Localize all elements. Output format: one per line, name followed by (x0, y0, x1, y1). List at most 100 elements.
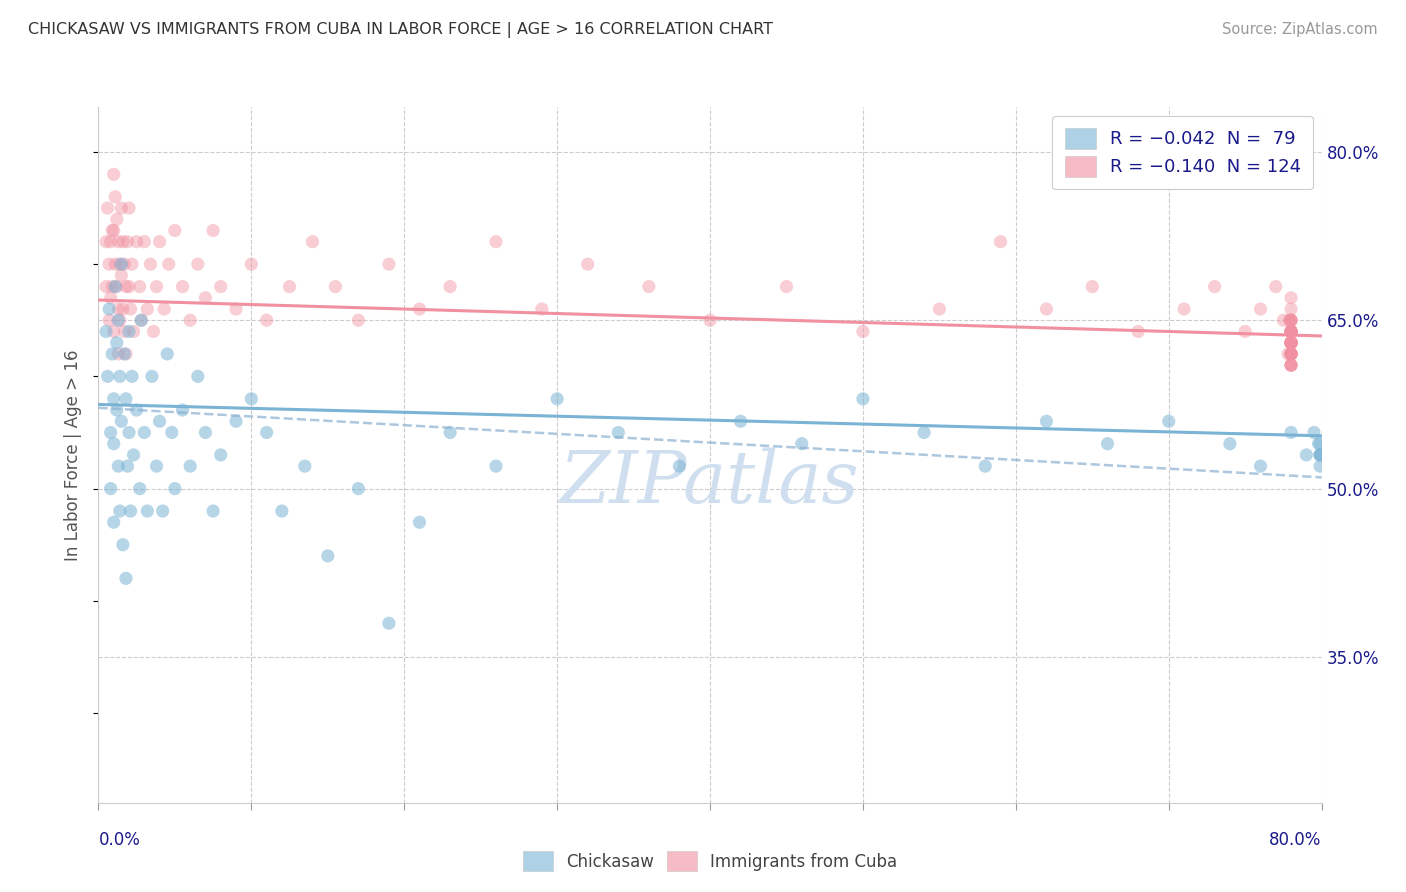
Point (160, 425, 183, 440)
Point (103, 515, 125, 529)
Point (136, 301, 159, 316)
Point (439, 279, 461, 293)
Point (100, 425, 122, 440)
Point (278, 279, 301, 293)
Point (115, 279, 138, 293)
Point (225, 301, 247, 316)
Point (117, 459, 139, 474)
Point (1279, 335, 1302, 350)
Point (325, 279, 347, 293)
Point (1279, 347, 1302, 361)
Point (179, 313, 201, 327)
Point (1279, 325, 1302, 339)
Point (107, 235, 129, 249)
Point (149, 414, 172, 428)
Point (103, 436, 125, 450)
Point (118, 201, 141, 215)
Point (852, 392, 875, 406)
Point (128, 482, 150, 496)
Point (128, 279, 150, 293)
Point (94, 279, 117, 293)
Point (607, 425, 630, 440)
Point (1309, 448, 1331, 462)
Point (1279, 358, 1302, 372)
Point (202, 504, 225, 518)
Point (134, 425, 156, 440)
Point (347, 313, 370, 327)
Y-axis label: In Labor Force | Age > 16: In Labor Force | Age > 16 (65, 349, 83, 561)
Point (1279, 313, 1302, 327)
Point (163, 223, 186, 237)
Point (1309, 436, 1331, 450)
Point (172, 403, 194, 417)
Point (225, 414, 247, 428)
Point (98, 301, 121, 316)
Point (187, 369, 209, 384)
Point (256, 313, 278, 327)
Point (730, 414, 752, 428)
Point (110, 414, 132, 428)
Point (156, 347, 179, 361)
Point (546, 392, 568, 406)
Point (103, 392, 125, 406)
Point (1279, 335, 1302, 350)
Point (1279, 325, 1302, 339)
Point (1035, 414, 1057, 428)
Point (1279, 313, 1302, 327)
Point (107, 459, 129, 474)
Point (1157, 414, 1180, 428)
Point (1035, 301, 1057, 316)
Point (152, 504, 174, 518)
Point (105, 403, 128, 417)
Point (107, 313, 129, 327)
Point (530, 301, 553, 316)
Point (990, 235, 1012, 249)
Point (912, 425, 935, 440)
Point (100, 291, 122, 305)
Point (98, 313, 121, 327)
Point (316, 549, 339, 563)
Point (111, 235, 134, 249)
Point (125, 403, 148, 417)
Point (110, 268, 132, 283)
Point (120, 504, 142, 518)
Point (103, 325, 125, 339)
Point (125, 235, 148, 249)
Text: 80.0%: 80.0% (1270, 830, 1322, 849)
Point (187, 257, 209, 271)
Point (1279, 325, 1302, 339)
Point (485, 235, 508, 249)
Point (1173, 301, 1195, 316)
Point (1279, 325, 1302, 339)
Point (104, 257, 127, 271)
Point (1279, 335, 1302, 350)
Point (1279, 325, 1302, 339)
Point (408, 301, 430, 316)
Point (194, 291, 217, 305)
Point (1308, 436, 1330, 450)
Point (408, 515, 430, 529)
Point (1279, 313, 1302, 327)
Point (179, 459, 201, 474)
Point (1249, 301, 1271, 316)
Point (142, 325, 165, 339)
Point (112, 347, 135, 361)
Point (1279, 325, 1302, 339)
Point (270, 504, 292, 518)
Point (240, 257, 263, 271)
Text: ZIPatlas: ZIPatlas (560, 448, 860, 518)
Legend: Chickasaw, Immigrants from Cuba: Chickasaw, Immigrants from Cuba (516, 845, 904, 878)
Point (209, 448, 232, 462)
Point (1309, 448, 1331, 462)
Point (852, 325, 875, 339)
Point (149, 235, 172, 249)
Point (294, 459, 316, 474)
Point (1279, 358, 1302, 372)
Point (139, 257, 162, 271)
Point (1309, 459, 1331, 474)
Point (1128, 325, 1150, 339)
Point (378, 616, 401, 631)
Point (1279, 335, 1302, 350)
Point (974, 459, 997, 474)
Point (1279, 335, 1302, 350)
